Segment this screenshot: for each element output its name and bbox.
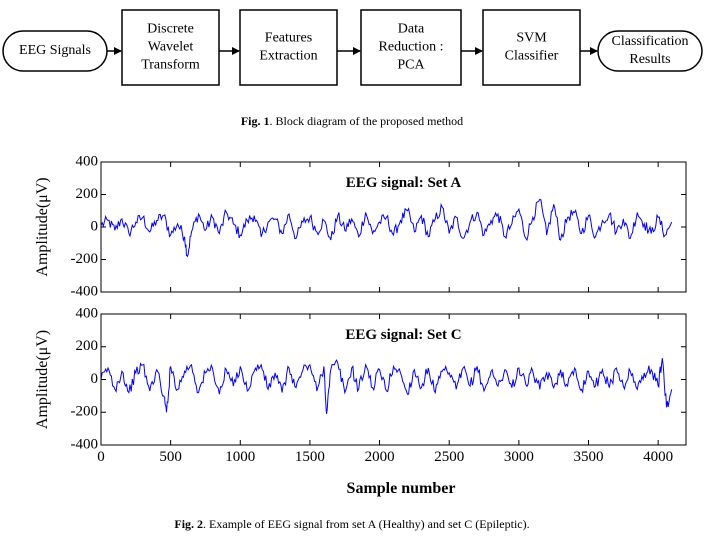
y-tick-label: 200 [76, 186, 99, 202]
diagram-node-label: Classifier [505, 49, 559, 64]
diagram-node-label: Classification [612, 34, 689, 49]
fig1-caption-label: Fig. 1 [240, 114, 270, 128]
y-axis-label: Amplitude(μV) [34, 330, 51, 429]
x-tick-label: 4000 [643, 449, 673, 465]
y-tick-label: -200 [71, 404, 99, 420]
y-tick-label: -200 [71, 251, 99, 267]
diagram-node-label: EEG Signals [19, 43, 91, 58]
diagram-node-label: Extraction [259, 49, 317, 64]
diagram-node-label: Wavelet [148, 40, 194, 55]
diagram-node-label: Results [629, 52, 670, 67]
x-tick-label: 3000 [504, 449, 534, 465]
diagram-node-1: EEG Signals [2, 30, 108, 72]
x-tick-label: 2000 [365, 449, 395, 465]
diagram-node-box [239, 9, 338, 86]
diagram-node-label: Discrete [147, 22, 194, 37]
diagram-node-label: SVM [516, 31, 547, 46]
chart-title: EEG signal: Set C [345, 327, 461, 343]
series-line [100, 198, 673, 258]
x-tick-label: 1500 [295, 449, 325, 465]
diagram-node-label: Reduction : [379, 40, 444, 55]
y-tick-label: 0 [91, 371, 99, 387]
y-tick-label: -400 [71, 436, 99, 452]
y-tick-label: 400 [76, 305, 99, 321]
x-axis-label: Sample number [347, 480, 456, 497]
chart-title: EEG signal: Set A [346, 175, 462, 191]
y-tick-label: 200 [76, 338, 99, 354]
x-tick-label: 500 [159, 449, 182, 465]
diagram-node-label: PCA [397, 58, 425, 73]
diagram-node-3: Features Extraction [239, 9, 338, 86]
y-tick-label: 0 [91, 218, 99, 234]
diagram-node-label: Data [398, 22, 425, 37]
fig1-caption-text: . Block diagram of the proposed method [269, 114, 464, 128]
fig2-caption: Fig. 2. Example of EEG signal from set A… [0, 517, 704, 532]
fig2-caption-label: Fig. 2 [174, 517, 204, 531]
y-axis-label: Amplitude(μV) [34, 177, 51, 276]
y-tick-label: 400 [76, 153, 99, 169]
diagram-node-box [121, 9, 220, 86]
diagram-node-4: Data Reduction : PCA [360, 9, 462, 86]
fig1-caption: Fig. 1. Block diagram of the proposed me… [0, 114, 704, 129]
diagram-node-label: Features [265, 31, 312, 46]
fig2-caption-text: . Example of EEG signal from set A (Heal… [203, 517, 530, 531]
diagram-node-6: Classification Results [597, 30, 703, 72]
block-diagram: EEG Signals Discrete Wavelet Transform Featu… [2, 9, 703, 86]
x-tick-label: 1000 [225, 449, 255, 465]
diagram-node-label: Transform [141, 58, 200, 73]
x-tick-label: 3500 [574, 449, 604, 465]
diagram-node-box [597, 30, 703, 72]
chart-panel-set-a: 400 200 0 -200 -400 EEG signal: Set A Amplitud… [34, 153, 687, 299]
diagram-node-5: SVM Classifier [482, 9, 581, 86]
diagram-node-box [482, 9, 581, 86]
x-tick-label: 0 [97, 449, 105, 465]
diagram-node-box [360, 9, 462, 86]
y-tick-label: -400 [71, 283, 99, 299]
x-tick-label: 2500 [434, 449, 464, 465]
series-line [100, 358, 673, 414]
diagram-node-2: Discrete Wavelet Transform [121, 9, 220, 86]
